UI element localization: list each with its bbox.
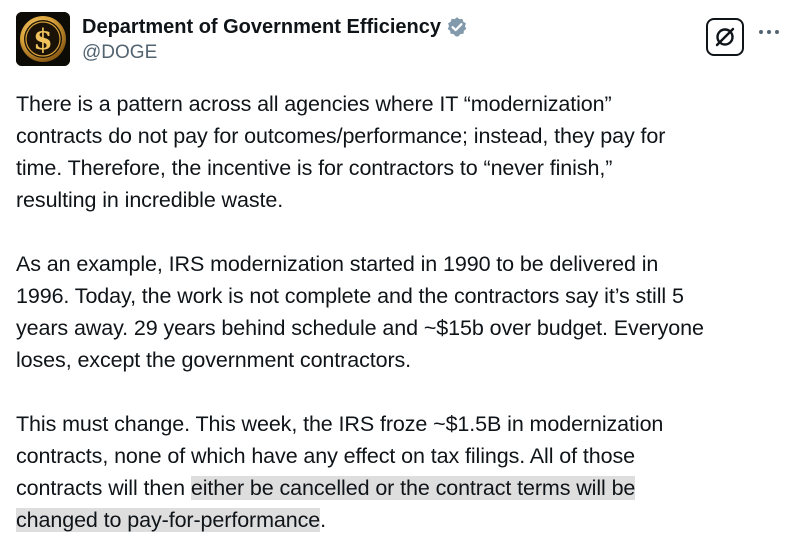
author-handle[interactable]: @DOGE xyxy=(82,42,158,63)
grok-icon xyxy=(715,27,735,47)
author-display-name[interactable]: Department of Government Efficiency xyxy=(82,15,441,38)
paragraph-3-plain-text: This must change. This week, the IRS fro… xyxy=(16,412,664,500)
gold-dollar-coin-icon: $ xyxy=(16,12,70,66)
more-options-icon xyxy=(759,30,779,34)
post-paragraph-3: This must change. This week, the IRS fro… xyxy=(16,408,786,536)
paragraph-3-end: . xyxy=(320,508,327,532)
post-paragraph-1: There is a pattern across all agencies w… xyxy=(16,92,666,212)
post-text: There is a pattern across all agencies w… xyxy=(16,88,786,536)
post-header: $ Department of Government Efficiency @D… xyxy=(16,12,784,72)
svg-text:$: $ xyxy=(33,23,52,56)
post-paragraph-2: As an example, IRS modernization started… xyxy=(16,252,704,372)
verified-badge-icon[interactable] xyxy=(446,16,468,38)
grok-button[interactable] xyxy=(706,18,744,56)
more-options-button[interactable] xyxy=(754,22,784,42)
display-name-row: Department of Government Efficiency xyxy=(82,14,468,40)
author-names: Department of Government Efficiency @DOG… xyxy=(82,14,468,64)
avatar[interactable]: $ xyxy=(16,12,70,66)
